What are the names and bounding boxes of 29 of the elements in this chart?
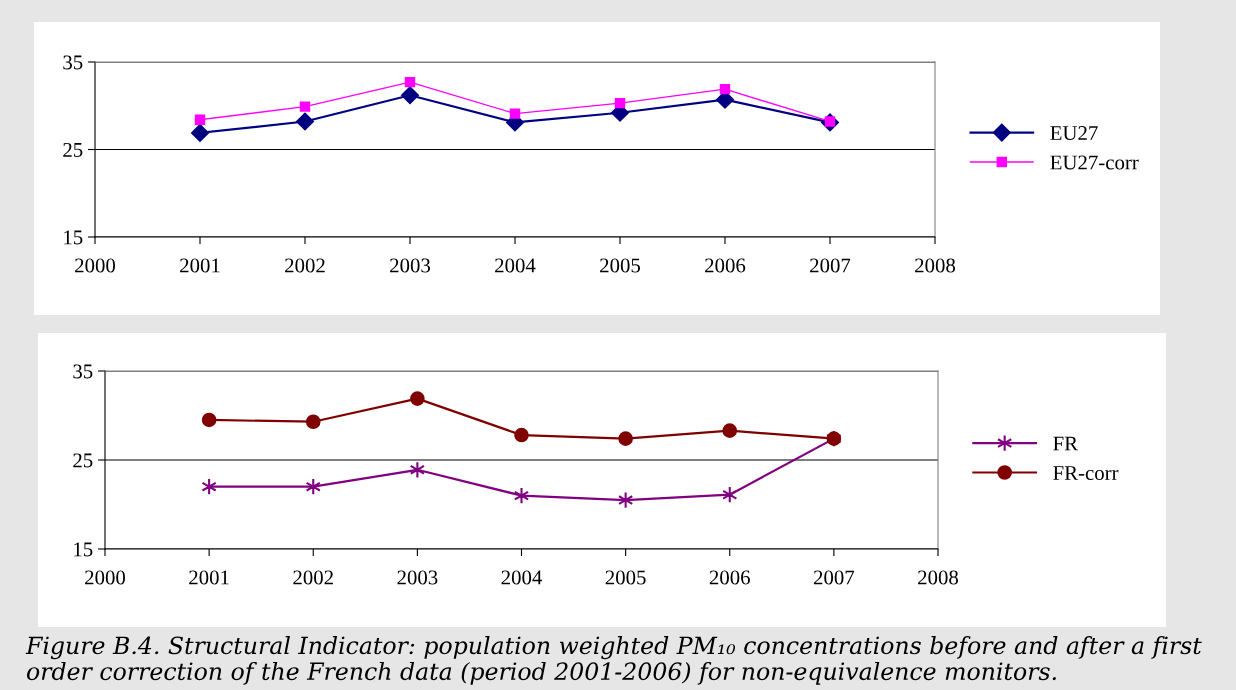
x-tick-label: 2005	[605, 570, 646, 585]
x-tick-label: 2004	[495, 258, 536, 273]
x-tick-label: 2002	[293, 570, 333, 585]
y-tick-label: 25	[63, 142, 83, 157]
x-tick-label: 2006	[709, 570, 750, 585]
y-tick-label: 25	[73, 453, 93, 468]
legend-label: FR	[1053, 436, 1079, 451]
x-tick-label: 2001	[189, 570, 229, 585]
text: Figure B.4. Structural Indicator: population weighted PM₁₀ concentrations before and after a first order correction of the French data (period 2001-2006) for non-equivalence monitors.	[25, 636, 1202, 685]
x-tick-label: 2001	[180, 258, 220, 273]
y-tick-label: 15	[64, 230, 83, 245]
x-tick-label: 2008	[918, 570, 959, 585]
y-tick-label: 15	[74, 542, 93, 557]
x-tick-label: 2007	[810, 258, 851, 273]
x-tick-label: 2000	[85, 570, 126, 585]
legend-label: EU27	[1050, 126, 1098, 141]
x-tick-label: 2007	[813, 570, 855, 585]
x-tick-label: 2002	[285, 258, 325, 273]
x-tick-label: 2000	[75, 258, 116, 273]
legend-label: EU27-corr	[1050, 155, 1139, 170]
y-tick-label: 35	[73, 364, 93, 379]
x-tick-label: 2008	[915, 258, 956, 273]
x-tick-label: 2005	[600, 258, 641, 273]
legend-label: FR-corr	[1053, 466, 1119, 480]
x-tick-label: 2003	[397, 570, 438, 585]
x-tick-label: 2004	[501, 570, 543, 585]
x-tick-label: 2003	[390, 258, 431, 273]
y-tick-label: 35	[63, 55, 83, 70]
x-tick-label: 2006	[705, 258, 746, 273]
